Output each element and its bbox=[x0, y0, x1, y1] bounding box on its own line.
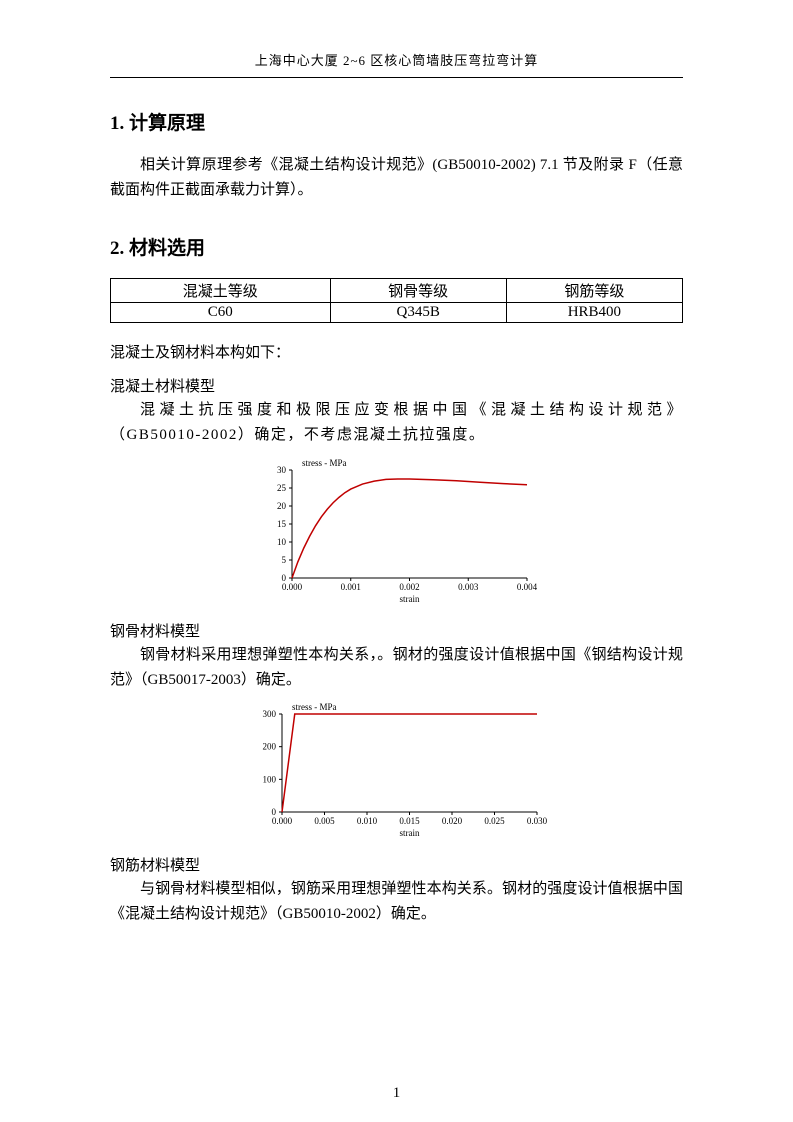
steel-chart-svg: 01002003000.0000.0050.0100.0150.0200.025… bbox=[247, 700, 547, 840]
section-2-heading: 2. 材料选用 bbox=[110, 233, 683, 260]
svg-text:200: 200 bbox=[262, 742, 276, 752]
col-concrete-grade: 混凝土等级 bbox=[111, 278, 331, 302]
section-2-title: 材料选用 bbox=[129, 238, 205, 259]
table-row: 混凝土等级 钢骨等级 钢筋等级 bbox=[111, 278, 683, 302]
svg-text:5: 5 bbox=[281, 555, 286, 565]
section-1-heading: 1. 计算原理 bbox=[110, 108, 683, 135]
svg-text:300: 300 bbox=[262, 709, 276, 719]
section-2-num: 2. bbox=[110, 238, 124, 259]
val-steel-shape-grade: Q345B bbox=[330, 302, 506, 322]
svg-text:0.003: 0.003 bbox=[458, 582, 479, 592]
svg-text:0.001: 0.001 bbox=[340, 582, 360, 592]
svg-text:stress - MPa: stress - MPa bbox=[302, 458, 347, 468]
constitutive-intro: 混凝土及钢材料本构如下： bbox=[110, 341, 683, 366]
section-1-num: 1. bbox=[110, 113, 124, 134]
table-row: C60 Q345B HRB400 bbox=[111, 302, 683, 322]
rebar-model-title: 钢筋材料模型 bbox=[110, 854, 683, 875]
concrete-chart: 0510152025300.0000.0010.0020.0030.004str… bbox=[110, 456, 683, 606]
svg-text:0.030: 0.030 bbox=[526, 816, 546, 826]
materials-table: 混凝土等级 钢骨等级 钢筋等级 C60 Q345B HRB400 bbox=[110, 278, 683, 323]
svg-text:25: 25 bbox=[277, 483, 287, 493]
svg-text:0.015: 0.015 bbox=[399, 816, 420, 826]
section-1-para: 相关计算原理参考《混凝土结构设计规范》(GB50010-2002) 7.1 节及… bbox=[110, 153, 683, 203]
svg-text:20: 20 bbox=[277, 501, 287, 511]
svg-text:0.002: 0.002 bbox=[399, 582, 419, 592]
svg-text:strain: strain bbox=[399, 828, 419, 838]
page: 上海中心大厦 2~6 区核心筒墙肢压弯拉弯计算 1. 计算原理 相关计算原理参考… bbox=[110, 50, 683, 1062]
svg-text:30: 30 bbox=[277, 465, 287, 475]
page-number: 1 bbox=[110, 1085, 683, 1102]
svg-text:0.005: 0.005 bbox=[314, 816, 335, 826]
svg-text:0.000: 0.000 bbox=[281, 582, 302, 592]
page-header: 上海中心大厦 2~6 区核心筒墙肢压弯拉弯计算 bbox=[110, 50, 683, 78]
section-1-title: 计算原理 bbox=[129, 113, 205, 134]
val-concrete-grade: C60 bbox=[111, 302, 331, 322]
svg-text:stress - MPa: stress - MPa bbox=[292, 702, 337, 712]
val-rebar-grade: HRB400 bbox=[506, 302, 682, 322]
svg-text:15: 15 bbox=[277, 519, 287, 529]
svg-text:0.000: 0.000 bbox=[271, 816, 292, 826]
svg-text:0.025: 0.025 bbox=[484, 816, 505, 826]
steel-chart: 01002003000.0000.0050.0100.0150.0200.025… bbox=[110, 700, 683, 840]
svg-text:100: 100 bbox=[262, 775, 276, 785]
concrete-chart-svg: 0510152025300.0000.0010.0020.0030.004str… bbox=[257, 456, 537, 606]
steel-shape-model-para: 钢骨材料采用理想弹塑性本构关系，。钢材的强度设计值根据中国《钢结构设计规范》（G… bbox=[110, 643, 683, 693]
svg-text:0.020: 0.020 bbox=[441, 816, 462, 826]
svg-text:0.004: 0.004 bbox=[516, 582, 536, 592]
svg-text:strain: strain bbox=[399, 594, 419, 604]
concrete-model-title: 混凝土材料模型 bbox=[110, 375, 683, 396]
rebar-model-para: 与钢骨材料模型相似，钢筋采用理想弹塑性本构关系。钢材的强度设计值根据中国《混凝土… bbox=[110, 877, 683, 927]
concrete-model-para: 混凝土抗压强度和极限压应变根据中国《混凝土结构设计规范》（GB50010-200… bbox=[110, 398, 683, 448]
svg-text:10: 10 bbox=[277, 537, 287, 547]
col-steel-shape-grade: 钢骨等级 bbox=[330, 278, 506, 302]
col-rebar-grade: 钢筋等级 bbox=[506, 278, 682, 302]
svg-text:0.010: 0.010 bbox=[356, 816, 377, 826]
steel-shape-model-title: 钢骨材料模型 bbox=[110, 620, 683, 641]
